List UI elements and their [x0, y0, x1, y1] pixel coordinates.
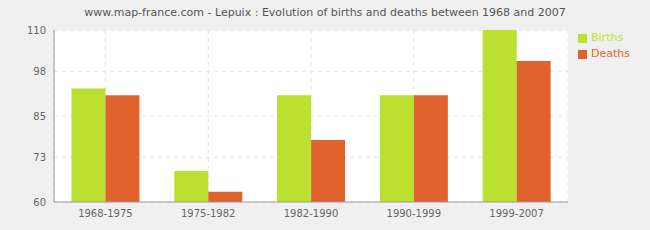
svg-text:1975-1982: 1975-1982: [181, 208, 236, 219]
html-text:www.map-france.com - Lepuix :: www.map-france.com - Lepuix : Evolution …: [84, 6, 566, 19]
html-text:Deaths: Deaths: [591, 47, 630, 60]
svg-text:73: 73: [33, 152, 46, 163]
svg-text:1968-1975: 1968-1975: [78, 208, 133, 219]
svg-text:85: 85: [33, 111, 46, 122]
svg-text:1990-1999: 1990-1999: [387, 208, 442, 219]
html-text:Births: Births: [591, 31, 624, 44]
svg-text:110: 110: [27, 25, 46, 36]
svg-text:1999-2007: 1999-2007: [489, 208, 544, 219]
svg-text:1982-1990: 1982-1990: [284, 208, 339, 219]
svg-text:60: 60: [33, 197, 46, 208]
svg-text:98: 98: [33, 66, 46, 77]
